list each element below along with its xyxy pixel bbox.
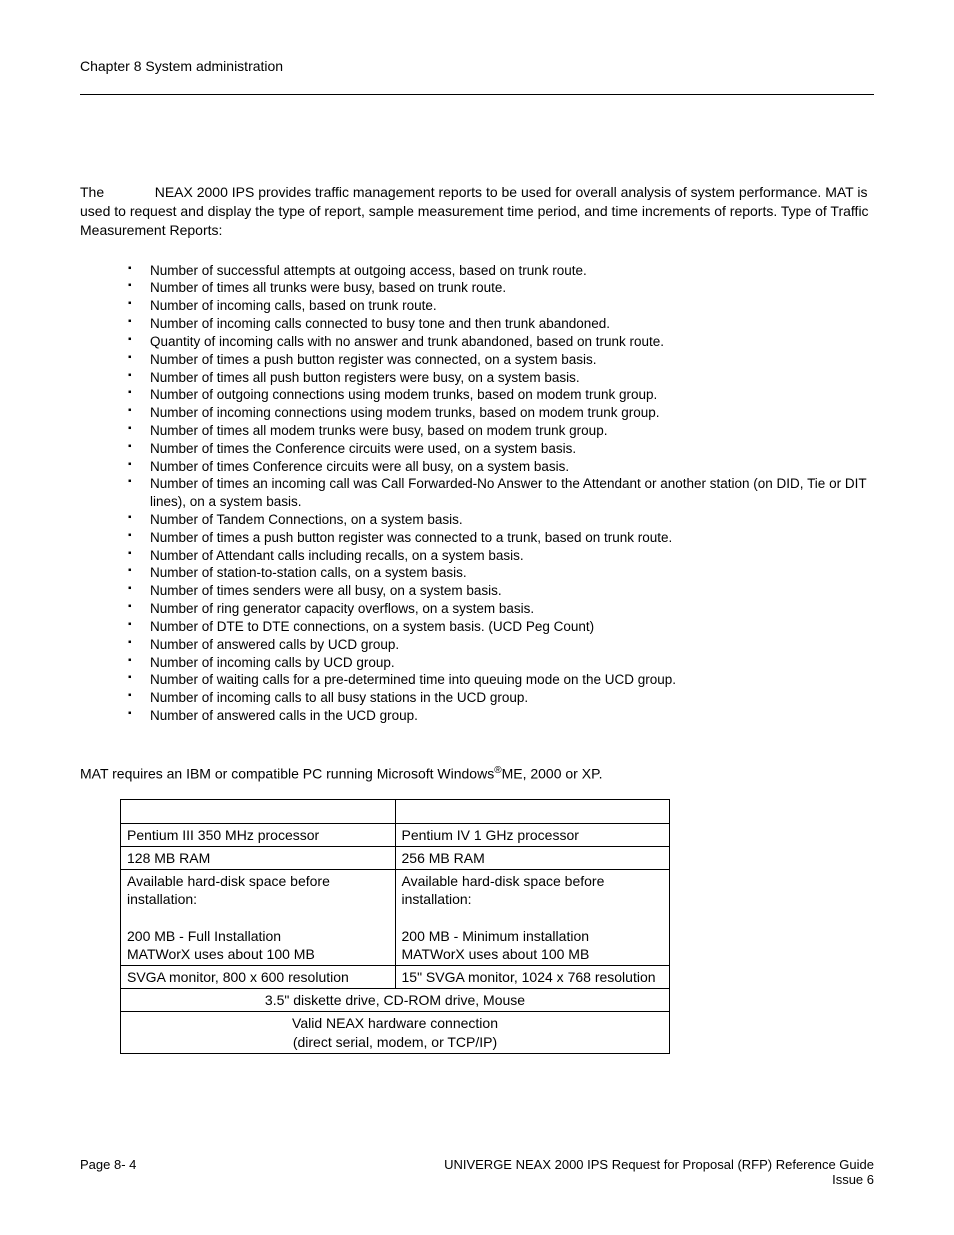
- list-item: Number of times the Conference circuits …: [128, 440, 874, 458]
- table-cell: 256 MB RAM: [395, 846, 670, 869]
- table-row: 128 MB RAM256 MB RAM: [121, 846, 670, 869]
- table-row: Available hard-disk space before install…: [121, 870, 670, 966]
- table-cell: SVGA monitor, 800 x 600 resolution: [121, 965, 396, 988]
- footer-title-brand: NEAX: [516, 1157, 551, 1172]
- table-cell: [121, 800, 396, 823]
- table-cell: 128 MB RAM: [121, 846, 396, 869]
- list-item: Number of answered calls in the UCD grou…: [128, 707, 874, 725]
- list-item: Number of times Conference circuits were…: [128, 458, 874, 476]
- intro-brand: NEAX: [155, 184, 193, 200]
- footer-title-suffix: 2000 IPS Request for Proposal (RFP) Refe…: [551, 1157, 874, 1172]
- list-item: Number of incoming calls connected to bu…: [128, 315, 874, 333]
- mat-req-suffix: ME, 2000 or XP.: [502, 765, 603, 781]
- intro-paragraph: The ............NEAX 2000 IPS provides t…: [80, 183, 874, 240]
- list-item: Number of times senders were all busy, o…: [128, 582, 874, 600]
- table-cell: Available hard-disk space before install…: [395, 870, 670, 966]
- list-item: Number of successful attempts at outgoin…: [128, 262, 874, 280]
- page-footer: Page 8- 4 UNIVERGE NEAX 2000 IPS Request…: [80, 1157, 874, 1187]
- table-cell: 3.5" diskette drive, CD-ROM drive, Mouse: [121, 989, 670, 1012]
- table-row: Pentium III 350 MHz processorPentium IV …: [121, 823, 670, 846]
- intro-mid: 2000 IPS provides traffic management rep…: [80, 184, 869, 238]
- footer-title-prefix: UNIVERGE: [444, 1157, 516, 1172]
- list-item: Number of times an incoming call was Cal…: [128, 475, 874, 511]
- list-item: Number of Attendant calls including reca…: [128, 547, 874, 565]
- footer-page: Page 8- 4: [80, 1157, 136, 1172]
- list-item: Number of ring generator capacity overfl…: [128, 600, 874, 618]
- list-item: Number of incoming calls to all busy sta…: [128, 689, 874, 707]
- traffic-report-list: Number of successful attempts at outgoin…: [80, 262, 874, 725]
- registered-mark: ®: [494, 765, 501, 776]
- table-cell: 15" SVGA monitor, 1024 x 768 resolution: [395, 965, 670, 988]
- list-item: Number of Tandem Connections, on a syste…: [128, 511, 874, 529]
- list-item: Number of incoming calls by UCD group.: [128, 654, 874, 672]
- list-item: Number of times all modem trunks were bu…: [128, 422, 874, 440]
- list-item: Quantity of incoming calls with no answe…: [128, 333, 874, 351]
- table-row: Valid NEAX hardware connection (direct s…: [121, 1012, 670, 1053]
- table-cell: Available hard-disk space before install…: [121, 870, 396, 966]
- list-item: Number of outgoing connections using mod…: [128, 386, 874, 404]
- footer-issue: Issue 6: [444, 1172, 874, 1187]
- table-row: SVGA monitor, 800 x 600 resolution15" SV…: [121, 965, 670, 988]
- list-item: Number of answered calls by UCD group.: [128, 636, 874, 654]
- list-item: Number of incoming calls, based on trunk…: [128, 297, 874, 315]
- mat-req-prefix: MAT requires an IBM or compatible PC run…: [80, 765, 494, 781]
- list-item: Number of times all push button register…: [128, 369, 874, 387]
- list-item: Number of station-to-station calls, on a…: [128, 564, 874, 582]
- list-item: Number of times a push button register w…: [128, 529, 874, 547]
- list-item: Number of times all trunks were busy, ba…: [128, 279, 874, 297]
- footer-title: UNIVERGE NEAX 2000 IPS Request for Propo…: [444, 1157, 874, 1172]
- table-cell: Valid NEAX hardware connection (direct s…: [121, 1012, 670, 1053]
- spec-table: Pentium III 350 MHz processorPentium IV …: [120, 799, 670, 1053]
- table-row: 3.5" diskette drive, CD-ROM drive, Mouse: [121, 989, 670, 1012]
- mat-requirements-line: MAT requires an IBM or compatible PC run…: [80, 765, 874, 782]
- list-item: Number of incoming connections using mod…: [128, 404, 874, 422]
- footer-right: UNIVERGE NEAX 2000 IPS Request for Propo…: [444, 1157, 874, 1187]
- list-item: Number of times a push button register w…: [128, 351, 874, 369]
- intro-prefix: The: [80, 184, 108, 200]
- table-cell: Pentium III 350 MHz processor: [121, 823, 396, 846]
- table-row: [121, 800, 670, 823]
- chapter-label: Chapter 8 System administration: [80, 58, 283, 74]
- list-item: Number of DTE to DTE connections, on a s…: [128, 618, 874, 636]
- page-header: Chapter 8 System administration: [80, 58, 874, 95]
- table-cell: Pentium IV 1 GHz processor: [395, 823, 670, 846]
- table-cell: [395, 800, 670, 823]
- list-item: Number of waiting calls for a pre-determ…: [128, 671, 874, 689]
